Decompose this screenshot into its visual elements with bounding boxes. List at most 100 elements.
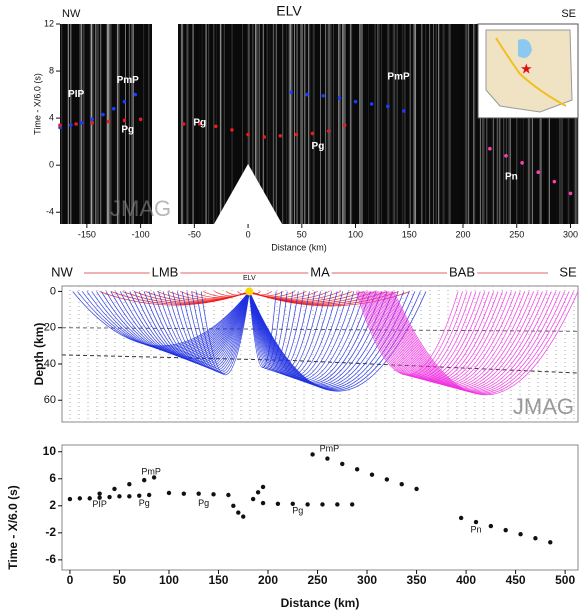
- trace: [395, 24, 397, 224]
- pick: [211, 492, 216, 497]
- trace: [483, 24, 485, 224]
- chart-title: ELV: [276, 3, 302, 19]
- ray: [249, 291, 411, 307]
- x-tick-label: 450: [506, 573, 526, 587]
- pick: [106, 119, 111, 124]
- trace: [330, 24, 332, 224]
- pick: [151, 475, 157, 480]
- ray: [386, 291, 557, 392]
- trace: [201, 24, 203, 224]
- pick: [536, 170, 541, 175]
- trace: [308, 24, 310, 224]
- trace: [576, 24, 577, 224]
- x-tick-label: 400: [456, 573, 476, 587]
- x-tick-label: 50: [113, 573, 127, 587]
- source: [245, 287, 254, 296]
- pick: [275, 501, 281, 506]
- trace: [108, 24, 109, 224]
- pick: [260, 500, 266, 506]
- trace: [443, 24, 445, 224]
- y-tick-label: 10: [43, 444, 57, 458]
- trace: [329, 24, 330, 224]
- trace: [486, 24, 488, 224]
- y-tick-label: 4: [49, 112, 54, 122]
- x-tick-label: 150: [208, 573, 228, 587]
- pick: [97, 491, 102, 496]
- pick: [111, 106, 116, 111]
- trace: [216, 24, 217, 224]
- pick: [138, 117, 143, 122]
- trace: [429, 24, 431, 224]
- pick: [197, 122, 202, 126]
- watermark: JMAG: [110, 196, 171, 221]
- trace: [557, 24, 559, 224]
- pick: [241, 514, 246, 519]
- pick: [214, 124, 218, 129]
- trace: [560, 24, 562, 224]
- trace: [482, 24, 484, 224]
- pick: [294, 132, 299, 137]
- trace: [473, 24, 475, 224]
- trace: [275, 24, 277, 224]
- ray: [129, 291, 250, 360]
- trace: [296, 24, 298, 224]
- trace: [509, 24, 511, 224]
- trace: [491, 24, 493, 224]
- phase-label: Pg: [139, 498, 150, 508]
- trace: [517, 24, 519, 224]
- y-tick-label: 0: [49, 160, 54, 170]
- pick: [533, 536, 538, 541]
- pick: [90, 121, 95, 125]
- trace: [528, 24, 529, 224]
- trace: [248, 24, 250, 224]
- trace: [187, 24, 189, 224]
- pick: [250, 496, 256, 502]
- y-tick-label: 20: [44, 322, 56, 334]
- trace: [409, 24, 411, 224]
- pick: [310, 131, 315, 136]
- region-label: MA: [310, 264, 330, 279]
- region-label: NW: [51, 264, 73, 279]
- pick: [399, 481, 404, 487]
- trace: [508, 24, 510, 224]
- pick: [278, 133, 283, 138]
- trace: [114, 24, 116, 224]
- phase-label: Pg: [292, 506, 303, 516]
- region-label: BAB: [449, 264, 475, 279]
- trace: [577, 24, 579, 224]
- pick: [369, 102, 374, 106]
- near-offset-mute: [214, 164, 283, 224]
- pick: [260, 484, 266, 490]
- pick: [340, 461, 345, 467]
- trace: [192, 24, 194, 224]
- trace: [273, 24, 275, 224]
- y-tick-label: 40: [44, 358, 56, 370]
- x-tick-label: 300: [357, 573, 377, 587]
- trace: [573, 24, 575, 224]
- pick: [262, 135, 266, 139]
- trace: [435, 24, 437, 224]
- trace: [320, 24, 321, 224]
- trace: [305, 24, 307, 224]
- trace: [148, 24, 150, 224]
- star: ★: [520, 61, 533, 77]
- trace: [404, 24, 406, 224]
- trace: [219, 24, 221, 224]
- trace: [286, 24, 288, 224]
- trace: [544, 24, 546, 224]
- ray: [248, 291, 277, 368]
- x-tick-label: 200: [455, 229, 470, 239]
- trace: [205, 24, 207, 224]
- ray: [392, 291, 574, 395]
- pick: [112, 486, 117, 492]
- trace: [95, 24, 96, 224]
- pick: [353, 99, 358, 104]
- x-tick-label: 350: [407, 573, 427, 587]
- trace: [564, 24, 566, 224]
- pick: [548, 540, 553, 545]
- ray: [385, 291, 552, 391]
- pick: [122, 99, 127, 104]
- trace: [61, 24, 63, 224]
- trace: [450, 24, 451, 224]
